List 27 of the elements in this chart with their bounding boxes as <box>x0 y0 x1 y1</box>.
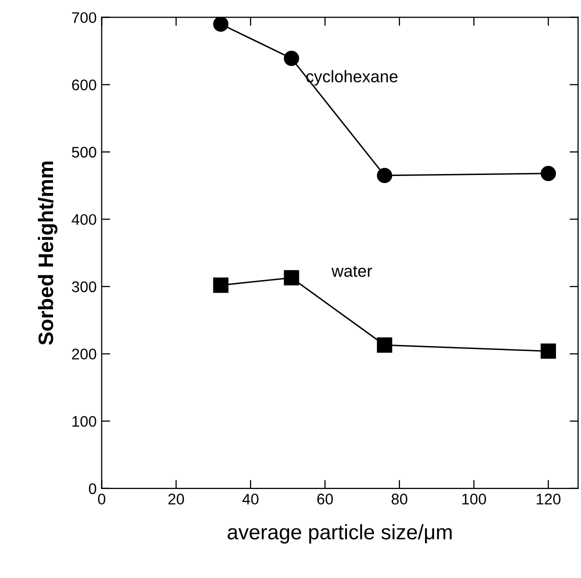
y-tick-label: 700 <box>72 12 96 24</box>
x-tick-label: 80 <box>392 494 408 504</box>
series-label: cyclohexane <box>306 70 398 86</box>
y-tick-label: 200 <box>72 348 96 360</box>
y-tick-label: 400 <box>72 214 96 225</box>
x-axis-title: average particle size/μm <box>228 524 452 544</box>
x-tick-label: 0 <box>98 494 106 504</box>
x-tick-label: 100 <box>462 494 486 504</box>
point <box>284 50 300 66</box>
y-tick-label: 600 <box>72 80 96 90</box>
x-tick-label: 60 <box>317 494 333 504</box>
x-tick-label: 40 <box>242 494 258 504</box>
y-tick-label: 500 <box>72 146 96 158</box>
series-label: water <box>332 266 372 277</box>
point <box>213 17 228 32</box>
y-tick-label: 100 <box>72 416 96 427</box>
point <box>376 168 392 184</box>
point <box>284 270 300 286</box>
x-tick-label: 20 <box>168 494 184 504</box>
y-tick-label: 0 <box>88 483 96 494</box>
x-tick-label: 120 <box>536 494 560 504</box>
point <box>540 166 556 182</box>
point <box>540 343 556 359</box>
point <box>213 278 228 293</box>
point <box>376 337 392 353</box>
y-tick-label: 300 <box>72 281 96 292</box>
y-axis-title: Sorbed Height/mm <box>38 162 58 345</box>
